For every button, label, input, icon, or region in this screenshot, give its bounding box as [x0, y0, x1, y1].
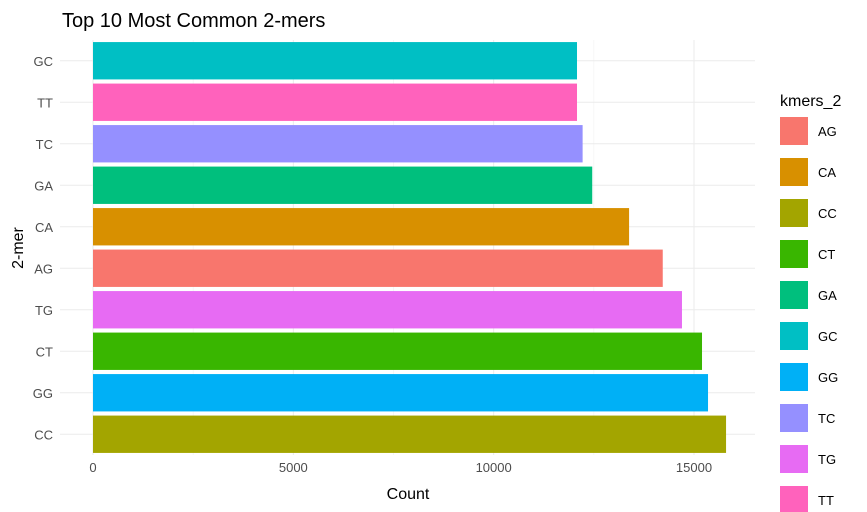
x-tick-label: 10000 [476, 460, 512, 475]
legend-label: GC [818, 329, 838, 344]
bar-ca [93, 208, 630, 246]
legend-label: GG [818, 370, 838, 385]
legend-title: kmers_2 [780, 93, 841, 110]
legend-label: AG [818, 124, 837, 139]
legend-label: TC [818, 411, 835, 426]
legend-key-ca [780, 158, 808, 186]
y-axis-title: 2-mer [10, 226, 27, 268]
y-tick-label: TT [37, 95, 53, 110]
legend-key-ag [780, 117, 808, 145]
y-tick-label: TG [35, 303, 53, 318]
legend-key-cc [780, 199, 808, 227]
bar-gc [93, 42, 578, 80]
y-tick-label: CC [34, 427, 53, 442]
y-tick-label: CA [35, 220, 53, 235]
legend-label: GA [818, 288, 837, 303]
legend-key-ga [780, 281, 808, 309]
legend-key-tg [780, 445, 808, 473]
x-tick-label: 0 [89, 460, 96, 475]
bar-tc [93, 125, 583, 163]
legend-label: TT [818, 493, 834, 508]
y-tick-label: GG [33, 386, 53, 401]
x-axis-ticks: 0 5000 10000 15000 [89, 460, 712, 475]
legend-key-ct [780, 240, 808, 268]
bars [93, 42, 727, 453]
y-tick-label: AG [34, 261, 53, 276]
x-tick-label: 15000 [676, 460, 712, 475]
y-tick-label: GA [34, 178, 53, 193]
legend-key-gc [780, 322, 808, 350]
y-tick-label: GC [34, 54, 54, 69]
y-tick-label: CT [36, 344, 53, 359]
bar-tg [93, 291, 682, 329]
y-axis-ticks: CC GG CT TG AG CA GA TC TT GC [33, 54, 54, 443]
legend-key-gg [780, 363, 808, 391]
bar-tt [93, 83, 578, 121]
legend-key-tc [780, 404, 808, 432]
bar-ga [93, 166, 593, 204]
bar-cc [93, 415, 727, 453]
bar-gg [93, 374, 709, 412]
bar-ag [93, 249, 663, 287]
chart-title: Top 10 Most Common 2-mers [62, 10, 325, 32]
y-tick-label: TC [36, 137, 53, 152]
x-axis-title: Count [387, 486, 430, 503]
legend-label: TG [818, 452, 836, 467]
legend: kmers_2 AG CA CC CT GA GC GG TC TG TT [780, 93, 841, 512]
legend-label: CC [818, 206, 837, 221]
legend-key-tt [780, 486, 808, 512]
legend-label: CT [818, 247, 835, 262]
x-tick-label: 5000 [279, 460, 308, 475]
bar-ct [93, 332, 703, 370]
legend-label: CA [818, 165, 836, 180]
